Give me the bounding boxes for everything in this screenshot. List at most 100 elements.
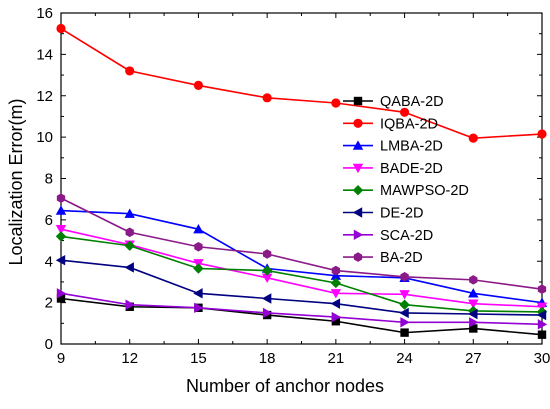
data-point — [261, 265, 273, 276]
legend-label: BADE-2D — [380, 161, 443, 177]
y-tick-label: 6 — [45, 212, 53, 229]
series-de-2d — [55, 255, 547, 321]
legend-label: DE-2D — [380, 206, 424, 222]
data-point — [261, 273, 273, 283]
data-point — [469, 324, 478, 333]
data-point — [400, 317, 410, 328]
data-point — [56, 23, 66, 34]
x-tick-label: 9 — [57, 350, 65, 367]
series-group — [55, 23, 548, 339]
data-point — [400, 271, 409, 282]
data-point — [193, 263, 204, 274]
x-tick-label: 27 — [465, 350, 482, 367]
y-tick-label: 10 — [36, 129, 53, 146]
data-point — [399, 299, 410, 310]
x-tick-label: 21 — [328, 350, 345, 367]
y-tick-label: 2 — [45, 295, 53, 312]
series-lmba-2d — [55, 205, 548, 307]
series-ba-2d — [56, 193, 547, 294]
data-point — [56, 193, 66, 203]
data-point — [468, 133, 478, 143]
series-line — [60, 259, 543, 316]
legend-marker — [353, 96, 363, 106]
series-line — [60, 197, 543, 290]
data-point — [56, 288, 67, 299]
series-line — [60, 292, 543, 326]
legend-item: IQBA-2D — [343, 116, 438, 132]
legend-item: DE-2D — [343, 206, 424, 222]
legend-item: MAWPSO-2D — [343, 183, 469, 199]
legend-marker — [352, 207, 363, 218]
legend-label: IQBA-2D — [380, 116, 438, 132]
data-point — [262, 307, 273, 319]
legend-marker — [353, 252, 363, 262]
y-tick-label: 8 — [45, 171, 53, 188]
legend-label: MAWPSO-2D — [380, 183, 469, 199]
data-point — [55, 205, 67, 215]
legend: QABA-2D IQBA-2D LMBA-2D BADE-2D MAWPSO-2D DE-… — [343, 94, 469, 266]
data-point — [124, 262, 134, 273]
data-point — [468, 288, 479, 298]
data-point — [124, 208, 135, 218]
legend-marker — [352, 140, 364, 150]
data-point — [194, 241, 203, 252]
series-line — [60, 297, 543, 336]
series-line — [60, 228, 543, 308]
x-tick-label: 15 — [190, 350, 207, 367]
data-point — [331, 265, 341, 276]
data-point — [55, 255, 66, 266]
data-point — [261, 293, 272, 304]
legend-marker — [352, 185, 364, 196]
x-tick-label: 18 — [259, 350, 276, 367]
data-point — [125, 66, 135, 76]
data-point — [125, 227, 134, 238]
y-tick-label: 16 — [36, 5, 53, 22]
y-tick-label: 14 — [36, 46, 53, 63]
series-line — [60, 235, 543, 313]
data-point — [399, 107, 410, 117]
data-point — [330, 277, 342, 289]
series-line — [60, 27, 543, 139]
legend-marker — [353, 118, 363, 128]
data-point — [193, 223, 204, 234]
y-tick-label: 0 — [45, 336, 53, 353]
data-point — [537, 330, 547, 339]
data-point — [331, 317, 341, 326]
y-tick-label: 12 — [36, 88, 53, 105]
x-tick-label: 30 — [534, 350, 550, 367]
legend-marker — [353, 229, 364, 240]
data-point — [399, 290, 410, 300]
data-point — [331, 98, 341, 108]
series-bade-2d — [55, 224, 548, 312]
data-point — [125, 299, 135, 310]
data-point — [469, 275, 478, 285]
legend-label: SCA-2D — [380, 228, 433, 244]
x-axis-label: Number of anchor nodes — [186, 376, 384, 396]
data-point — [537, 284, 547, 294]
data-point — [468, 308, 478, 320]
data-point — [193, 288, 203, 299]
legend-item: BA-2D — [343, 250, 423, 266]
data-point — [400, 328, 409, 337]
data-point — [55, 224, 67, 235]
legend-marker — [352, 163, 364, 174]
x-tick-label: 12 — [121, 350, 138, 367]
legend-item: LMBA-2D — [343, 139, 443, 155]
data-point — [56, 294, 66, 303]
series-sca-2d — [56, 288, 548, 330]
series-iqba-2d — [56, 23, 547, 143]
data-point — [55, 231, 67, 242]
data-point — [193, 80, 204, 91]
data-point — [536, 309, 547, 321]
series-line — [60, 209, 543, 304]
legend-label: BA-2D — [380, 250, 423, 266]
data-point — [194, 302, 204, 313]
data-point — [330, 289, 342, 299]
legend-item: SCA-2D — [343, 228, 433, 244]
x-tick-label: 24 — [396, 350, 413, 367]
data-point — [330, 298, 341, 309]
data-point — [262, 93, 272, 103]
data-point — [537, 129, 547, 139]
